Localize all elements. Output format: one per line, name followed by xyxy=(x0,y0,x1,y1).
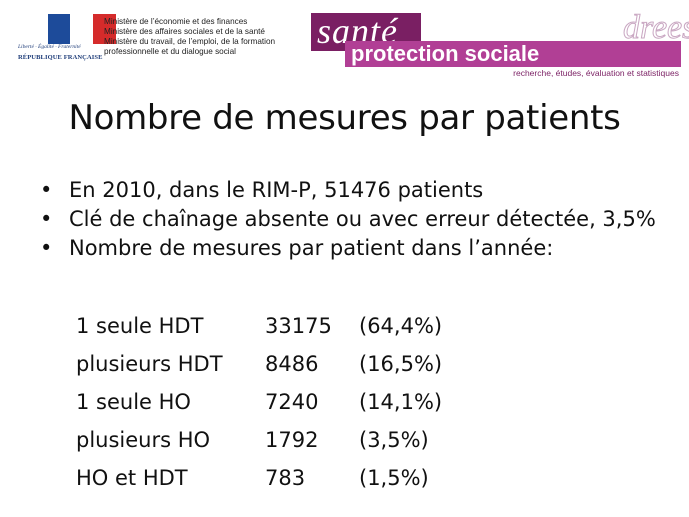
row-label: 1 seule HO xyxy=(76,390,191,414)
row-count: 7240 xyxy=(265,390,319,414)
bullet-text: En 2010, dans le RIM-P, 51476 patients xyxy=(69,178,484,202)
bullet-item: • Nombre de mesures par patient dans l’a… xyxy=(40,236,680,261)
row-count: 1792 xyxy=(265,428,319,452)
row-count: 33175 xyxy=(265,314,332,338)
row-count: 783 xyxy=(265,466,306,490)
row-percent: (14,1%) xyxy=(359,390,443,414)
bullet-text: Nombre de mesures par patient dans l’ann… xyxy=(69,236,554,260)
bullet-dot-icon: • xyxy=(40,207,53,231)
row-percent: (64,4%) xyxy=(359,314,443,338)
ministry-line: Ministère des affaires sociales et de la… xyxy=(104,27,265,36)
bullet-list: • En 2010, dans le RIM-P, 51476 patients… xyxy=(40,178,680,265)
bullet-dot-icon: • xyxy=(40,236,53,260)
bullet-item: • Clé de chaînage absente ou avec erreur… xyxy=(40,207,680,232)
republique-francaise-logo: Liberté · Égalité · Fraternité RÉPUBLIQU… xyxy=(18,14,116,66)
ministry-line: professionnelle et du dialogue social xyxy=(104,47,236,56)
row-label: HO et HDT xyxy=(76,466,188,490)
row-label: 1 seule HDT xyxy=(76,314,204,338)
table-row: 1 seule HDT 33175 (64,4%) xyxy=(76,314,442,352)
banner-protection: protection sociale xyxy=(351,41,540,66)
bullet-item: • En 2010, dans le RIM-P, 51476 patients xyxy=(40,178,680,203)
french-flag-icon xyxy=(48,14,116,44)
row-percent: (3,5%) xyxy=(359,428,429,452)
bullet-dot-icon: • xyxy=(40,178,53,202)
ministry-line: Ministère de l’économie et des finances xyxy=(104,17,248,26)
slide-header: Liberté · Égalité · Fraternité RÉPUBLIQU… xyxy=(0,0,689,80)
table-row: plusieurs HO 1792 (3,5%) xyxy=(76,428,442,466)
table-row: plusieurs HDT 8486 (16,5%) xyxy=(76,352,442,390)
ministries-list: Ministère de l’économie et des finances … xyxy=(104,17,275,57)
slide-title: Nombre de mesures par patients xyxy=(68,98,621,138)
logo-republic: RÉPUBLIQUE FRANÇAISE xyxy=(18,54,103,61)
row-label: plusieurs HDT xyxy=(76,352,223,376)
ministry-line: Ministère du travail, de l’emploi, de la… xyxy=(104,37,276,46)
row-count: 8486 xyxy=(265,352,319,376)
row-label: plusieurs HO xyxy=(76,428,211,452)
protection-box: protection sociale xyxy=(345,41,681,67)
table-row: 1 seule HO 7240 (14,1%) xyxy=(76,390,442,428)
measures-table: 1 seule HDT 33175 (64,4%) plusieurs HDT 848… xyxy=(76,314,442,504)
banner-tagline: recherche, études, évaluation et statist… xyxy=(513,68,679,78)
row-percent: (1,5%) xyxy=(359,466,429,490)
bullet-text: Clé de chaînage absente ou avec erreur d… xyxy=(69,207,656,231)
table-row: HO et HDT 783 (1,5%) xyxy=(76,466,442,504)
row-percent: (16,5%) xyxy=(359,352,443,376)
drees-banner-logo: santé protection sociale drees recherche… xyxy=(311,9,689,78)
logo-motto: Liberté · Égalité · Fraternité xyxy=(18,44,81,50)
banner-drees: drees xyxy=(622,9,689,47)
